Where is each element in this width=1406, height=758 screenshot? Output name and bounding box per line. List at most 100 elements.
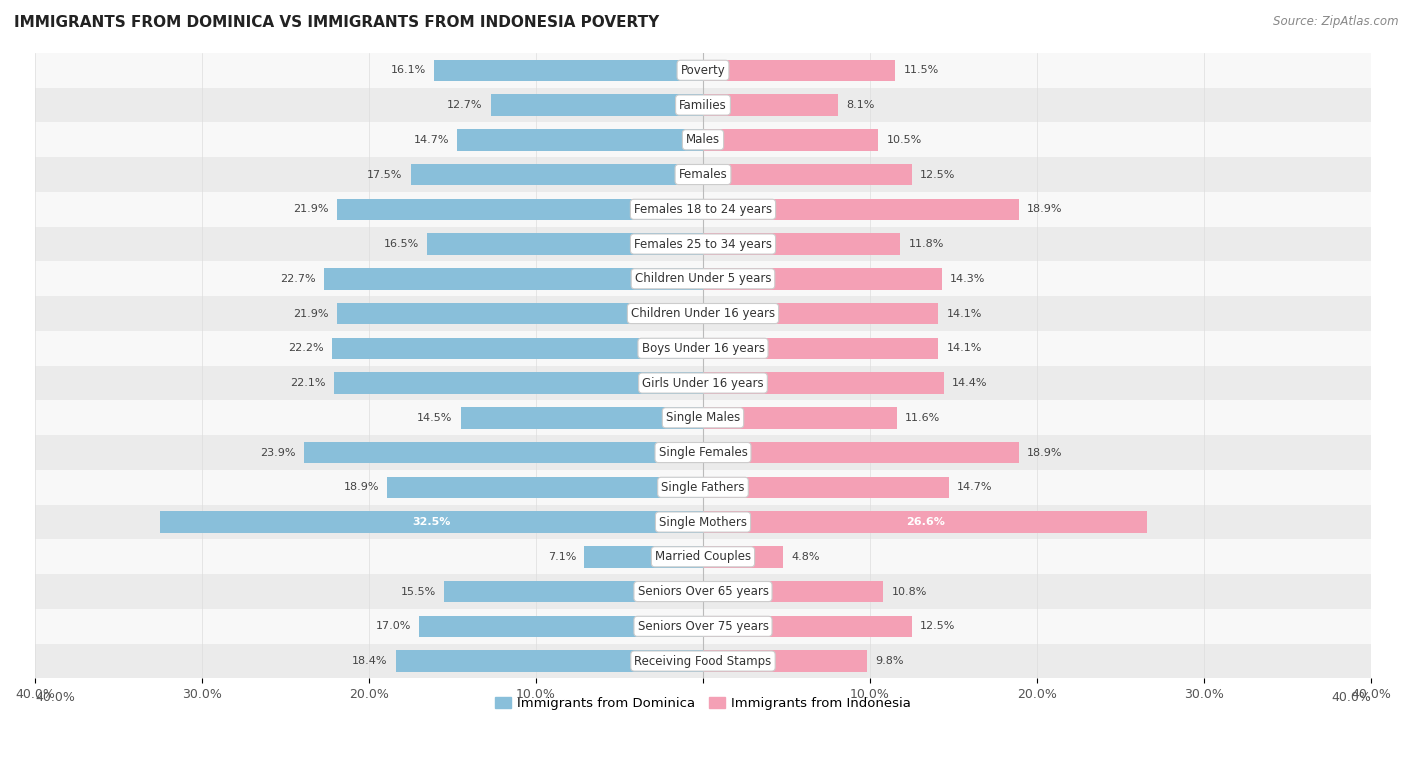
Bar (703, 407, 897, 428)
Text: 15.5%: 15.5% (401, 587, 436, 597)
Bar (35, 574, 1371, 609)
Text: 18.9%: 18.9% (1026, 204, 1063, 215)
Bar (457, 129, 703, 151)
Text: 14.3%: 14.3% (950, 274, 986, 283)
Text: 14.4%: 14.4% (952, 378, 987, 388)
Bar (35, 192, 1371, 227)
Text: 11.5%: 11.5% (904, 65, 939, 75)
Bar (35, 470, 1371, 505)
Text: Seniors Over 65 years: Seniors Over 65 years (637, 585, 769, 598)
Bar (427, 233, 703, 255)
Text: 11.8%: 11.8% (908, 239, 943, 249)
Bar (585, 546, 703, 568)
Bar (35, 262, 1371, 296)
Bar (703, 268, 942, 290)
Bar (387, 477, 703, 498)
Bar (35, 88, 1371, 122)
Text: Married Couples: Married Couples (655, 550, 751, 563)
Bar (703, 442, 1019, 463)
Text: Females 18 to 24 years: Females 18 to 24 years (634, 203, 772, 216)
Text: 12.5%: 12.5% (920, 170, 956, 180)
Text: 8.1%: 8.1% (846, 100, 875, 110)
Bar (703, 94, 838, 116)
Text: Poverty: Poverty (681, 64, 725, 77)
Bar (703, 59, 896, 81)
Text: 9.8%: 9.8% (875, 656, 904, 666)
Bar (703, 511, 1147, 533)
Bar (703, 164, 911, 185)
Text: 12.7%: 12.7% (447, 100, 482, 110)
Text: 26.6%: 26.6% (905, 517, 945, 527)
Bar (35, 609, 1371, 644)
Bar (35, 365, 1371, 400)
Text: Single Fathers: Single Fathers (661, 481, 745, 493)
Bar (703, 337, 938, 359)
Text: 21.9%: 21.9% (294, 309, 329, 318)
Bar (304, 442, 703, 463)
Bar (337, 302, 703, 324)
Bar (35, 540, 1371, 574)
Bar (703, 477, 949, 498)
Text: 23.9%: 23.9% (260, 447, 295, 458)
Bar (35, 331, 1371, 365)
Text: 7.1%: 7.1% (548, 552, 576, 562)
Bar (35, 505, 1371, 540)
Bar (332, 337, 703, 359)
Text: Single Females: Single Females (658, 446, 748, 459)
Bar (703, 546, 783, 568)
Bar (35, 644, 1371, 678)
Bar (35, 435, 1371, 470)
Bar (333, 372, 703, 394)
Bar (491, 94, 703, 116)
Text: 14.5%: 14.5% (418, 413, 453, 423)
Bar (419, 615, 703, 637)
Text: 10.8%: 10.8% (891, 587, 927, 597)
Bar (35, 296, 1371, 331)
Text: 14.1%: 14.1% (946, 343, 983, 353)
Text: 12.5%: 12.5% (920, 622, 956, 631)
Text: Single Mothers: Single Mothers (659, 515, 747, 528)
Text: Males: Males (686, 133, 720, 146)
Text: 11.6%: 11.6% (905, 413, 941, 423)
Bar (703, 233, 900, 255)
Bar (703, 581, 883, 603)
Bar (35, 53, 1371, 88)
Text: Single Males: Single Males (666, 412, 740, 424)
Bar (35, 400, 1371, 435)
Bar (703, 372, 943, 394)
Text: 4.8%: 4.8% (792, 552, 820, 562)
Text: 16.1%: 16.1% (391, 65, 426, 75)
Text: IMMIGRANTS FROM DOMINICA VS IMMIGRANTS FROM INDONESIA POVERTY: IMMIGRANTS FROM DOMINICA VS IMMIGRANTS F… (14, 15, 659, 30)
Text: 40.0%: 40.0% (1331, 691, 1371, 703)
Text: 17.0%: 17.0% (375, 622, 411, 631)
Text: Children Under 16 years: Children Under 16 years (631, 307, 775, 320)
Text: 22.2%: 22.2% (288, 343, 323, 353)
Bar (444, 581, 703, 603)
Bar (703, 199, 1019, 220)
Bar (35, 122, 1371, 157)
Text: 18.9%: 18.9% (1026, 447, 1063, 458)
Bar (337, 199, 703, 220)
Text: 14.1%: 14.1% (946, 309, 983, 318)
Bar (35, 227, 1371, 262)
Text: 14.7%: 14.7% (957, 482, 993, 492)
Text: 14.7%: 14.7% (413, 135, 449, 145)
Bar (703, 650, 866, 672)
Bar (35, 157, 1371, 192)
Legend: Immigrants from Dominica, Immigrants from Indonesia: Immigrants from Dominica, Immigrants fro… (489, 692, 917, 716)
Bar (703, 302, 938, 324)
Text: 17.5%: 17.5% (367, 170, 402, 180)
Text: Females 25 to 34 years: Females 25 to 34 years (634, 237, 772, 251)
Text: 22.7%: 22.7% (280, 274, 315, 283)
Text: 32.5%: 32.5% (412, 517, 451, 527)
Bar (703, 615, 911, 637)
Bar (703, 129, 879, 151)
Bar (411, 164, 703, 185)
Bar (323, 268, 703, 290)
Text: Boys Under 16 years: Boys Under 16 years (641, 342, 765, 355)
Text: Children Under 5 years: Children Under 5 years (634, 272, 772, 285)
Text: Source: ZipAtlas.com: Source: ZipAtlas.com (1274, 15, 1399, 28)
Text: 21.9%: 21.9% (294, 204, 329, 215)
Text: 18.9%: 18.9% (343, 482, 380, 492)
Text: Families: Families (679, 99, 727, 111)
